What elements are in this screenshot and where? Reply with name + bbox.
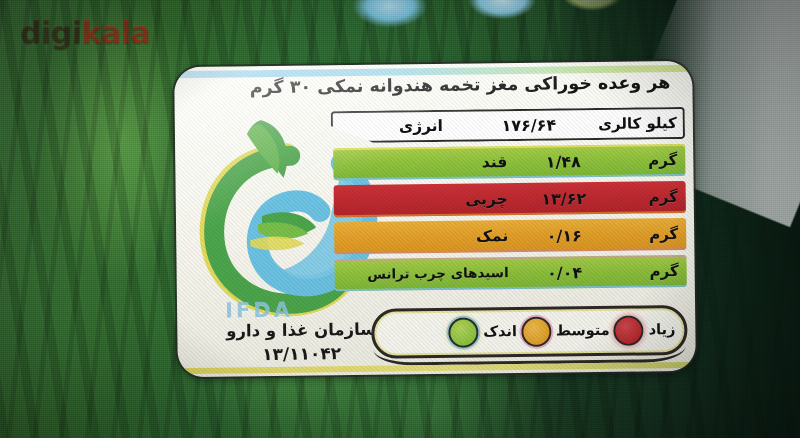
row-unit: گرم [649,262,679,281]
row-value: ۱/۴۸ [545,151,581,172]
legend-label: متوسط [555,322,610,340]
nutrient-row-trans-fat: گرم ۰/۰۴ اسیدهای چرب ترانس [334,254,687,292]
row-name: قند [481,153,508,172]
watermark-part-two: kala [81,16,151,51]
row-unit: گرم [648,188,678,207]
legend-label: اندک [483,324,518,341]
row-name: اسیدهای چرب ترانس [367,265,509,283]
row-name: انرژی [398,116,443,136]
digikala-watermark: digikala [20,16,151,51]
legend-item-high: زیاد [613,315,676,346]
traffic-light-legend: زیاد متوسط اندک [371,304,688,366]
row-unit: گرم [648,151,678,170]
nutrient-rows: کیلو کالری ۱۷۶/۶۴ انرژی گرم ۱/۴۸ قند گرم… [333,107,687,296]
nutrient-row-sugar: گرم ۱/۴۸ قند [333,143,686,181]
legend-item-low: اندک [448,317,517,348]
nutrient-row-fat: گرم ۱۳/۶۲ چربی [333,180,686,218]
row-name: نمک [476,227,509,246]
row-value: ۱۷۶/۶۴ [501,115,557,135]
nutrient-row-salt: گرم ۰/۱۶ نمک [334,217,687,255]
row-unit: کیلو کالری [598,114,677,133]
row-value: ۰/۱۶ [546,225,582,246]
red-dot-icon [613,315,644,346]
serving-header: هر وعده خوراکی مغز تخمه هندوانه نمکی ۳۰ … [249,73,671,99]
row-value: ۰/۰۴ [546,262,583,283]
nutrient-row-energy: کیلو کالری ۱۷۶/۶۴ انرژی [333,107,685,143]
row-value: ۱۳/۶۲ [541,188,587,209]
green-dot-icon [448,317,479,348]
watermark-part-one: digi [20,16,82,51]
legend-label: زیاد [648,322,676,339]
row-unit: گرم [649,225,679,244]
nutrition-label-card: هر وعده خوراکی مغز تخمه هندوانه نمکی ۳۰ … [174,60,696,378]
orange-dot-icon [520,316,552,347]
row-name: چربی [465,190,508,209]
legend-item-medium: متوسط [520,316,610,347]
